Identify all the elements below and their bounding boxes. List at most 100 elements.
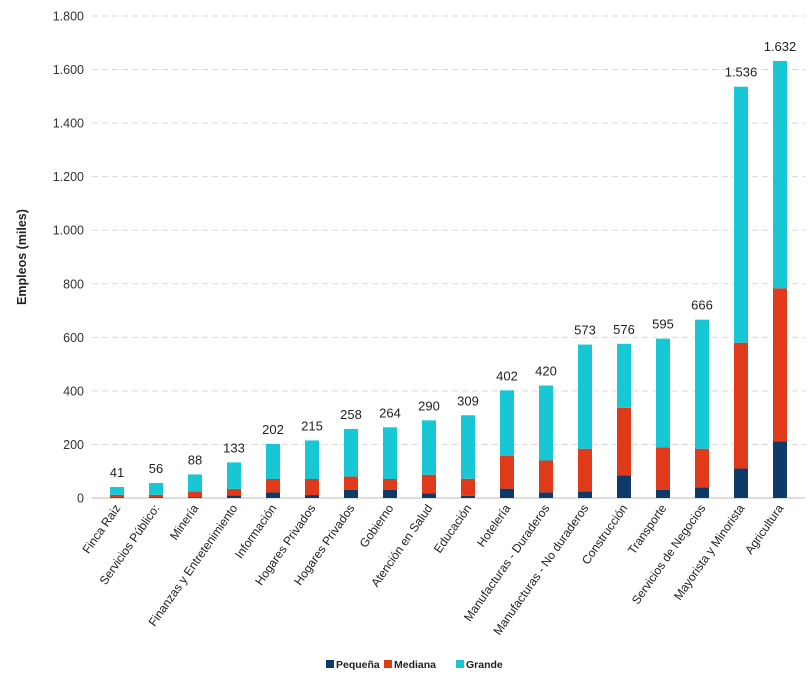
legend-swatch [384,660,392,668]
x-tick-label: Agricultura [742,501,787,556]
legend-label: Pequeña [336,659,380,671]
bar-segment-grande [656,338,670,448]
bar-segment-grande [422,420,436,475]
bar-segment-pequeña [500,488,514,498]
bar-segment-pequeña [266,492,280,498]
total-label: 202 [262,422,284,437]
y-tick-label: 600 [63,331,84,345]
bar-segment-grande [227,462,241,489]
bar-segment-pequeña [188,497,202,498]
legend-swatch [326,660,334,668]
bar-segment-grande [461,415,475,479]
bar-segment-grande [539,385,553,461]
bar-segment-pequeña [149,497,163,498]
y-tick-label: 1.800 [53,10,84,24]
y-tick-label: 200 [63,438,84,452]
bar-segment-mediana [461,478,475,496]
bar-segment-pequeña [422,493,436,498]
bar-segment-grande [383,427,397,479]
bar-segment-mediana [227,488,241,496]
bar-segment-pequeña [539,492,553,498]
total-label: 420 [535,364,557,379]
bar-segment-grande [266,443,280,479]
total-label: 258 [340,407,362,422]
y-tick-label: 1.000 [53,224,84,238]
bar-segment-mediana [422,474,436,494]
bar-segment-grande [149,483,163,495]
bar-segment-pequeña [305,495,319,498]
total-label: 1.632 [764,39,797,54]
bar-segment-mediana [383,478,397,490]
total-label: 88 [188,452,202,467]
bar-segment-pequeña [656,489,670,498]
bar-segment-grande [110,487,124,495]
x-tick-label: Servicios de Negocios [629,502,709,607]
total-label: 264 [379,405,401,420]
total-label: 595 [652,317,674,332]
bar-segment-mediana [266,478,280,493]
bar-segment-mediana [344,476,358,490]
bar-segment-mediana [656,447,670,490]
bar-segment-mediana [734,342,748,469]
bar-segment-grande [188,474,202,492]
bar-segment-mediana [617,407,631,476]
bar-segment-pequeña [578,491,592,498]
total-label: 41 [110,465,124,480]
y-tick-label: 1.400 [53,117,84,131]
bar-segment-mediana [305,478,319,496]
x-tick-label: Hotelería [474,501,514,549]
bar-segment-mediana [500,455,514,489]
bar-segment-pequeña [344,489,358,498]
y-tick-label: 400 [63,384,84,398]
bar-segment-grande [773,60,787,289]
x-tick-label: Minería [167,501,202,542]
total-label: 576 [613,322,635,337]
x-tick-label: Gobierno [357,501,397,550]
bar-segment-grande [344,428,358,477]
y-tick-label: 1.200 [53,170,84,184]
bar-segment-pequeña [695,487,709,498]
bar-segment-mediana [773,288,787,442]
x-tick-label: Finca Raiz [79,502,123,556]
x-tick-label: Mayorista y Minorista [671,501,748,602]
x-tick-label: Educación [431,502,475,556]
bar-segment-mediana [539,460,553,493]
bar-segment-grande [500,390,514,456]
total-label: 56 [149,461,163,476]
y-tick-label: 0 [77,492,84,506]
bar-segment-mediana [188,491,202,498]
total-label: 573 [574,323,596,338]
legend-label: Mediana [394,659,436,671]
bar-segment-grande [617,343,631,408]
bar-segment-mediana [578,448,592,492]
y-tick-label: 800 [63,277,84,291]
gridlines [92,15,805,499]
bar-segment-grande [734,86,748,343]
bar-segment-pequeña [773,441,787,498]
bar-segment-grande [578,344,592,449]
total-label: 133 [223,440,245,455]
bars: 41 56 88 133 202 215 258 264 290 309 402 420 573 576 5… [110,39,797,498]
total-label: 1.536 [725,65,758,80]
total-label: 402 [496,368,518,383]
y-axis-label: Empleos (miles) [15,209,29,305]
bar-segment-pequeña [227,495,241,498]
bar-segment-mediana [149,494,163,498]
legend: Pequeña Mediana Grande [326,659,503,671]
legend-label: Grande [466,659,503,671]
bar-segment-pequeña [734,468,748,498]
bar-segment-pequeña [383,489,397,498]
bar-segment-mediana [695,448,709,488]
total-label: 290 [418,398,440,413]
bar-segment-mediana [110,494,124,498]
y-tick-label: 1.600 [53,63,84,77]
total-label: 666 [691,298,713,313]
total-label: 215 [301,418,323,433]
bar-segment-grande [695,319,709,449]
x-tick-label: Transporte [625,501,670,556]
bar-segment-pequeña [461,495,475,498]
y-axis-ticks: 0 200 400 600 800 1.000 1.200 1.400 1.600 1.800 [53,10,84,506]
total-label: 309 [457,393,479,408]
bar-segment-grande [305,440,319,479]
